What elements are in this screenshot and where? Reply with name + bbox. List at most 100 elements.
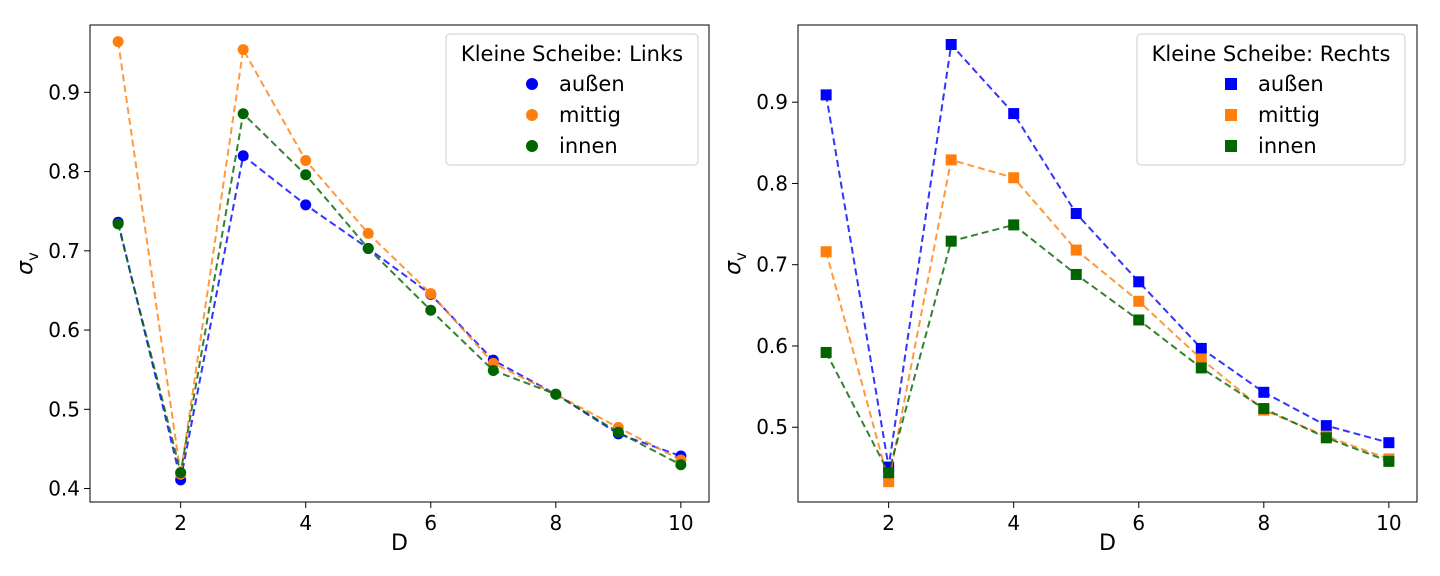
- x-tick-label: 6: [1132, 511, 1145, 535]
- data-point: [237, 44, 249, 56]
- x-tick-label: 4: [299, 511, 312, 535]
- data-point: [1195, 342, 1207, 354]
- data-point: [675, 459, 687, 471]
- legend-marker: [526, 140, 538, 152]
- data-point: [820, 89, 832, 101]
- y-tick-label: 0.7: [48, 239, 80, 263]
- y-tick-label: 0.5: [756, 415, 788, 439]
- series-line: [825, 223, 1390, 476]
- legend-marker: [526, 109, 538, 121]
- y-tick-label: 0.7: [756, 253, 788, 277]
- series-line: [825, 158, 1390, 482]
- data-point: [1320, 432, 1332, 444]
- chart-panel-2: 2 4 6 8 10 0.5 0.6 0.7 0.8 0.9 Dσv Kleine Scheibe: …: [721, 24, 1418, 556]
- data-point: [300, 169, 312, 181]
- legend: Kleine Scheibe: Rechts außen mittig innen: [1136, 33, 1406, 166]
- legend-entry-label: innen: [559, 134, 618, 158]
- data-point: [1070, 268, 1082, 280]
- data-point: [1070, 208, 1082, 220]
- data-point: [1258, 403, 1270, 415]
- data-point: [945, 154, 957, 166]
- data-point: [1195, 353, 1207, 365]
- data-point: [237, 150, 249, 162]
- legend-frame: [1136, 33, 1406, 166]
- x-tick-label: 2: [882, 511, 895, 535]
- data-point: [1008, 108, 1020, 120]
- y-tick-label: 0.5: [48, 397, 80, 421]
- y-axis-label: σv: [721, 252, 750, 275]
- x-tick-label: 10: [1376, 511, 1401, 535]
- x-tick-label: 2: [174, 511, 187, 535]
- data-point: [820, 346, 832, 358]
- y-axis-symbol: σ: [13, 260, 38, 275]
- data-point: [425, 304, 437, 316]
- legend-entry-label: innen: [1258, 134, 1317, 158]
- y-axis-symbol: σ: [721, 260, 746, 275]
- y-tick-label: 0.8: [48, 160, 80, 184]
- data-point: [425, 288, 437, 300]
- data-point: [1383, 455, 1395, 467]
- series-line: [117, 41, 682, 475]
- data-point: [1133, 295, 1145, 307]
- legend-entry-label: außen: [559, 72, 625, 96]
- data-point: [1133, 276, 1145, 288]
- data-point: [1133, 314, 1145, 326]
- legend-title: Kleine Scheibe: Rechts: [1152, 42, 1391, 66]
- legend-entry-label: mittig: [559, 103, 621, 127]
- data-point: [1320, 420, 1332, 432]
- data-point: [1008, 219, 1020, 231]
- x-tick-label: 6: [424, 511, 437, 535]
- series-line: [117, 111, 682, 473]
- legend-marker: [526, 78, 538, 90]
- legend-marker: [1225, 109, 1237, 121]
- series-line: [825, 42, 1390, 468]
- data-point: [300, 154, 312, 166]
- data-point: [612, 426, 624, 438]
- y-tick-label: 0.6: [756, 334, 788, 358]
- data-point: [112, 218, 124, 230]
- x-axis-label: D: [391, 531, 408, 556]
- chart-panel-1: 2 4 6 8 10 0.4 0.5 0.6 0.7 0.8 0.9 Dσv Kleine Scheib…: [13, 24, 710, 556]
- x-tick-label: 10: [668, 511, 693, 535]
- data-point: [1258, 386, 1270, 398]
- series-mittig: [820, 154, 1395, 488]
- series-innen: [112, 108, 687, 479]
- series-außen: [112, 150, 687, 486]
- y-tick-label: 0.6: [48, 318, 80, 342]
- data-point: [883, 467, 895, 479]
- x-tick-label: 4: [1007, 511, 1020, 535]
- data-point: [362, 242, 374, 254]
- data-point: [883, 476, 895, 488]
- legend: Kleine Scheibe: Links außen mittig innen: [445, 33, 699, 166]
- data-point: [945, 235, 957, 247]
- axes-frame: [797, 24, 1418, 503]
- y-tick-label: 0.9: [756, 90, 788, 114]
- legend-entry-label: mittig: [1258, 103, 1320, 127]
- data-point: [237, 108, 249, 120]
- y-tick-label: 0.8: [756, 171, 788, 195]
- legend-title: Kleine Scheibe: Links: [461, 42, 683, 66]
- data-point: [1383, 437, 1395, 449]
- y-tick-label: 0.4: [48, 477, 80, 501]
- legend-marker: [1225, 78, 1237, 90]
- series-innen: [820, 219, 1395, 479]
- x-tick-label: 8: [549, 511, 562, 535]
- axes-frame: [89, 24, 710, 503]
- data-point: [300, 199, 312, 211]
- y-axis-subscript: v: [732, 252, 750, 261]
- data-point: [175, 467, 187, 479]
- x-axis-label: D: [1099, 531, 1116, 556]
- x-tick-label: 8: [1257, 511, 1270, 535]
- data-point: [883, 461, 895, 473]
- series-line: [117, 153, 682, 481]
- data-point: [1195, 362, 1207, 374]
- data-point: [112, 36, 124, 48]
- legend-marker: [1225, 140, 1237, 152]
- data-point: [820, 246, 832, 258]
- data-point: [362, 227, 374, 239]
- data-point: [1008, 172, 1020, 184]
- y-axis-subscript: v: [24, 252, 42, 261]
- data-point: [1070, 244, 1082, 256]
- data-point: [487, 364, 499, 376]
